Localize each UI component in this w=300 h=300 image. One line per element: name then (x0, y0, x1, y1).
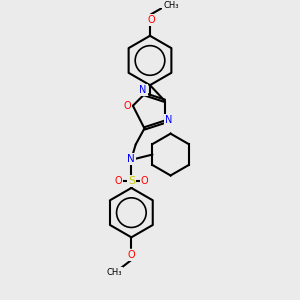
Text: N: N (139, 85, 147, 95)
Text: O: O (115, 176, 122, 186)
Text: O: O (141, 176, 148, 186)
Text: N: N (165, 116, 172, 125)
Text: N: N (128, 154, 135, 164)
Text: CH₃: CH₃ (163, 1, 179, 10)
Text: CH₃: CH₃ (106, 268, 122, 277)
Text: O: O (124, 101, 131, 111)
Text: S: S (128, 176, 135, 186)
Text: O: O (128, 250, 135, 260)
Text: O: O (148, 15, 155, 25)
